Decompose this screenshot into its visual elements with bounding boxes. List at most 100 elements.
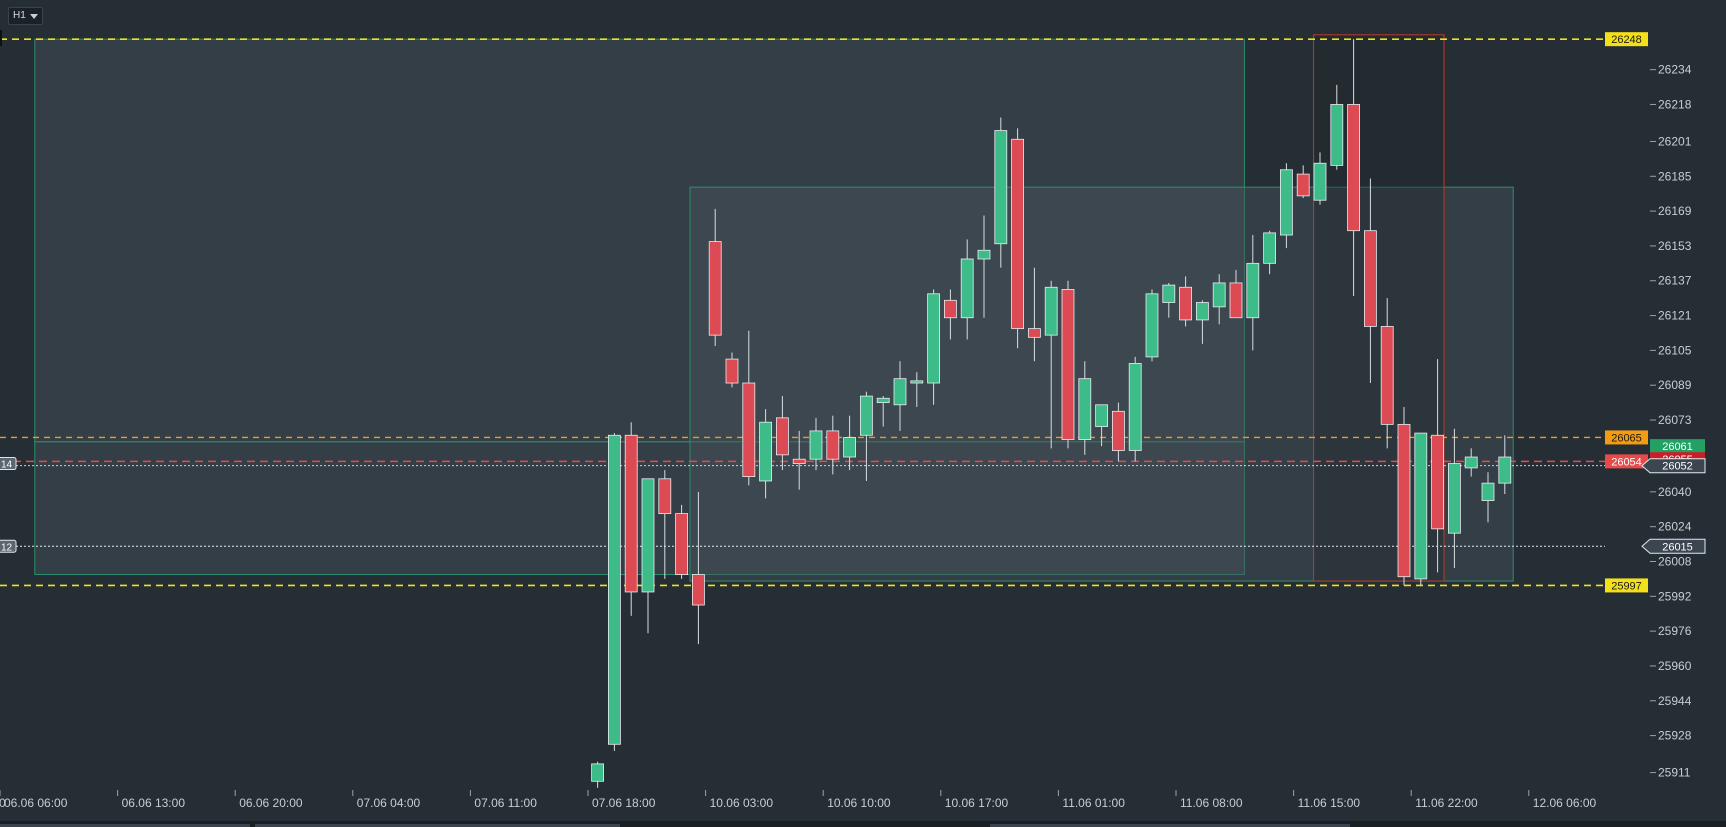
candle-bullish [1464,456,1478,469]
x-tick-label: 0 [0,796,6,810]
y-tick-label: 26008 [1658,554,1692,568]
candle-bullish [1280,169,1293,236]
candle-bullish [910,380,924,384]
candle-bearish [624,434,638,593]
candle-bullish [1078,378,1092,441]
x-tick-label: 12.06 06:00 [1533,796,1597,810]
price-box-label: 26015 [1662,541,1693,553]
candle-bullish [860,395,873,436]
left-edge-label: 14 [1,460,13,471]
candle-bullish [1330,104,1344,166]
candle-bearish [776,417,789,456]
candle-bearish [692,574,705,606]
candle-bullish [1128,363,1142,451]
price-box [1650,439,1705,454]
candle-bearish [1397,423,1411,578]
candle-bullish [608,434,621,745]
price-pointer-box [1641,538,1706,554]
chevron-down-icon [29,13,38,19]
candle-bullish [1095,404,1108,427]
candle-bullish [1196,302,1209,321]
candle-bearish [1179,286,1192,321]
scrollbar-segment [0,824,250,827]
price-box-label: 26052 [1662,461,1693,473]
price-box-label: 25997 [1611,580,1642,592]
candle-bullish [641,478,655,593]
candle-bullish [960,258,974,319]
x-tick-label: 06.06 06:00 [4,796,68,810]
price-box [1605,454,1648,469]
horizontal-scrollbar[interactable] [0,821,1726,827]
left-edge-badge [0,539,17,553]
y-tick-label: 26169 [1658,204,1692,218]
y-tick-label: 26218 [1658,97,1692,111]
candle-bearish [675,513,688,575]
x-tick-label: 11.06 01:00 [1062,796,1125,810]
candle-bullish [1481,482,1495,501]
candle-bullish [876,397,890,404]
price-pointer-box [1641,458,1706,474]
candle-bearish [1061,289,1075,441]
x-tick-label: 11.06 15:00 [1298,796,1361,810]
left-edge-label: 12 [1,542,13,553]
zone-box [34,441,1245,576]
candle-bullish [1162,284,1176,303]
y-tick-label: 26201 [1658,134,1692,148]
candle-bearish [1028,328,1041,338]
x-tick-label: 10.06 03:00 [710,796,774,810]
x-tick-label: 10.06 10:00 [827,796,891,810]
y-tick-label: 26137 [1658,274,1692,288]
price-box-label: 26054 [1611,456,1642,468]
candle-bullish [977,249,991,260]
x-tick-label: 11.06 08:00 [1180,796,1243,810]
x-tick-label: 07.06 04:00 [357,796,421,810]
x-tick-label: 07.06 11:00 [474,796,537,810]
candle-bearish [708,241,722,336]
candle-bullish [893,378,907,406]
y-tick-label: 26089 [1658,378,1692,392]
y-tick-label: 26024 [1658,520,1692,534]
candle-bearish [1112,410,1125,451]
x-tick-label: 10.06 17:00 [945,796,1009,810]
left-edge-marker [0,30,2,46]
candle-bearish [792,458,806,464]
y-tick-label: 25911 [1658,766,1691,780]
candle-bearish [1364,230,1377,327]
candle-bearish [826,430,840,460]
y-tick-label: 25944 [1658,694,1692,708]
y-tick-label: 26040 [1658,485,1692,499]
timeframe-label: H1 [13,10,26,21]
candle-bearish [1347,104,1360,232]
price-box [1605,430,1648,445]
y-tick-label: 26105 [1658,343,1692,357]
candle-bullish [1263,232,1276,264]
left-edge-badge [0,457,17,471]
zone-box [34,38,1245,443]
price-box-label: 26065 [1611,432,1642,444]
candle-bullish [843,437,856,458]
candle-bullish [1246,262,1260,319]
price-box-label: 26061 [1662,441,1693,453]
candle-bullish [1044,286,1058,336]
y-tick-label: 26234 [1658,63,1692,77]
x-tick-label: 06.06 13:00 [122,796,186,810]
price-box-label: 26248 [1611,34,1642,46]
price-box [1605,32,1648,47]
candle-bullish [809,430,823,460]
candle-bullish [1145,293,1159,358]
candle-bullish [927,293,940,384]
candle-bearish [658,478,672,515]
x-tick-label: 11.06 22:00 [1415,796,1478,810]
x-tick-label: 07.06 18:00 [592,796,656,810]
y-tick-label: 25960 [1658,659,1692,673]
y-tick-label: 25976 [1658,624,1692,638]
scrollbar-segment [255,824,620,827]
y-tick-label: 26185 [1658,169,1692,183]
candle-bullish [1212,282,1226,308]
candle-bullish [1498,456,1512,484]
scrollbar-segment [990,824,1350,827]
timeframe-selector[interactable]: H1 [8,7,43,25]
candle-bearish [1380,326,1394,425]
candle-bullish [1448,463,1461,534]
